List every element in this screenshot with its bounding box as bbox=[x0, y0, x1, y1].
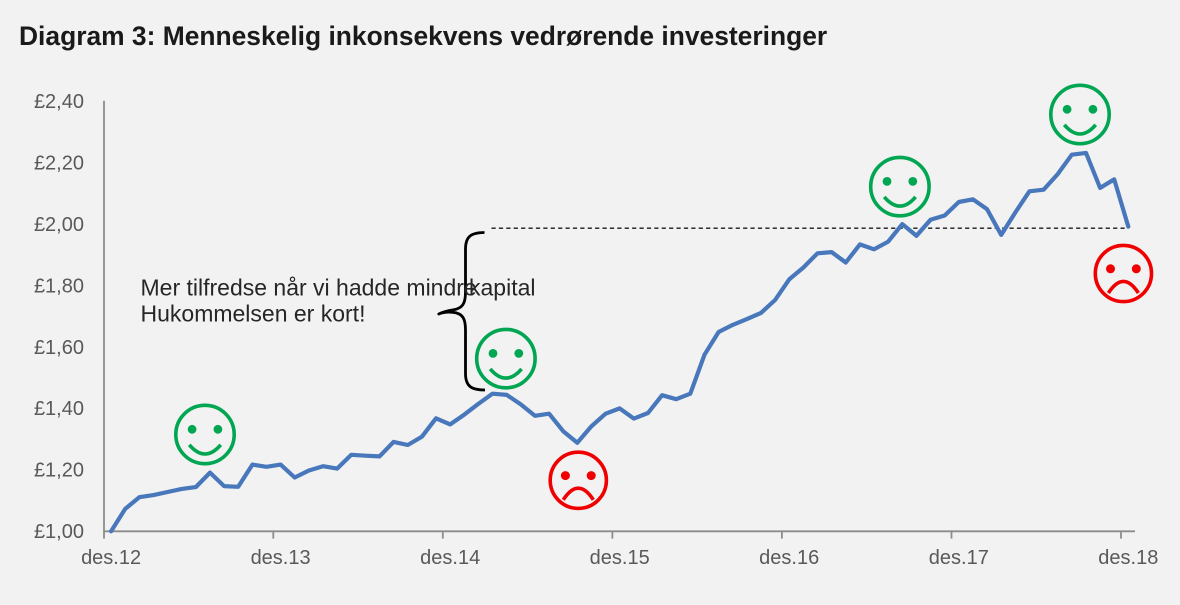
svg-text:Diagram 3: Menneskelig inkonse: Diagram 3: Menneskelig inkonsekvens vedr… bbox=[19, 21, 827, 51]
svg-text:£1,60: £1,60 bbox=[34, 337, 84, 359]
svg-text:des.18: des.18 bbox=[1098, 547, 1158, 569]
svg-text:des.13: des.13 bbox=[251, 547, 311, 569]
svg-text:kapital: kapital bbox=[469, 275, 535, 301]
svg-text:des.12: des.12 bbox=[81, 547, 141, 569]
svg-text:£1,80: £1,80 bbox=[34, 275, 84, 297]
svg-text:Mer tilfredse når vi hadde min: Mer tilfredse når vi hadde mindre bbox=[141, 275, 477, 301]
svg-text:£2,00: £2,00 bbox=[34, 214, 84, 236]
svg-text:des.16: des.16 bbox=[759, 547, 819, 569]
svg-text:£2,40: £2,40 bbox=[34, 91, 84, 113]
svg-text:des.15: des.15 bbox=[590, 547, 650, 569]
svg-text:Hukommelsen er kort!: Hukommelsen er kort! bbox=[141, 301, 366, 327]
svg-text:des.14: des.14 bbox=[420, 547, 480, 569]
svg-text:£1,20: £1,20 bbox=[34, 460, 84, 482]
svg-text:£2,20: £2,20 bbox=[34, 153, 84, 175]
svg-text:des.17: des.17 bbox=[929, 547, 989, 569]
svg-text:£1,00: £1,00 bbox=[34, 521, 84, 543]
svg-text:£1,40: £1,40 bbox=[34, 398, 84, 420]
